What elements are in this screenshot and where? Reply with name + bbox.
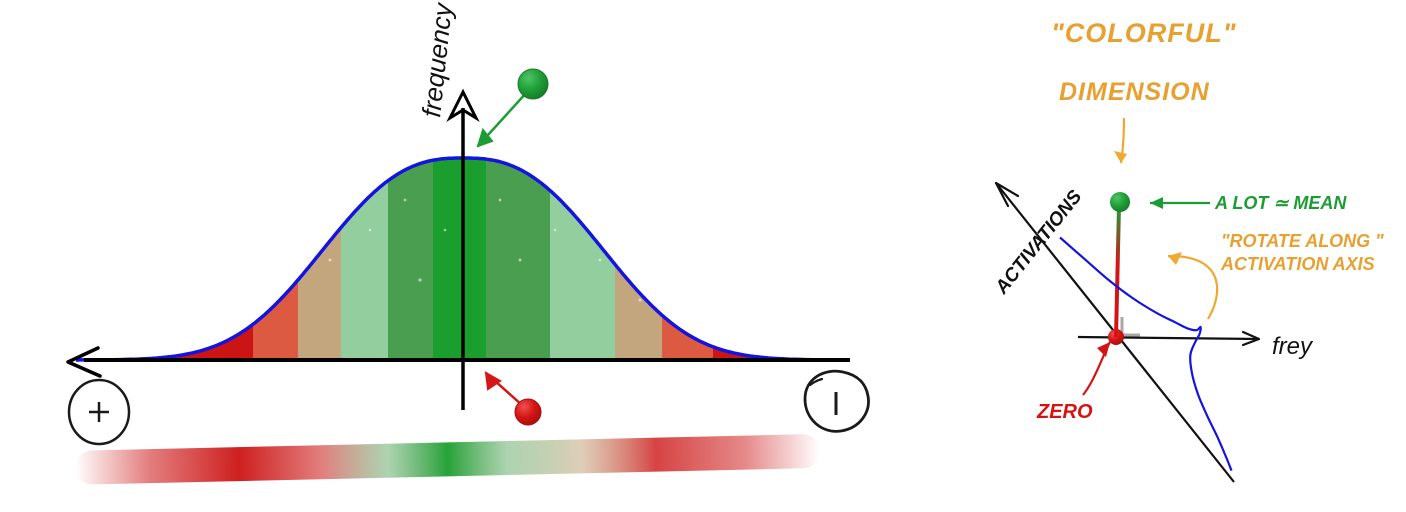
- svg-text:ZERO: ZERO: [1036, 401, 1093, 423]
- svg-text:frequency: frequency: [416, 0, 458, 119]
- svg-text:DIMENSION: DIMENSION: [1059, 78, 1210, 106]
- svg-text:"ROTATE ALONG ": "ROTATE ALONG ": [1221, 231, 1384, 251]
- svg-text:ACTIVATIONS: ACTIVATIONS: [991, 186, 1087, 299]
- svg-text:A LOT ≃ MEAN: A LOT ≃ MEAN: [1214, 193, 1347, 213]
- svg-text:frey: frey: [1272, 333, 1314, 360]
- svg-text:ACTIVATION AXIS: ACTIVATION AXIS: [1220, 254, 1375, 274]
- svg-text:"COLORFUL": "COLORFUL": [1051, 18, 1237, 48]
